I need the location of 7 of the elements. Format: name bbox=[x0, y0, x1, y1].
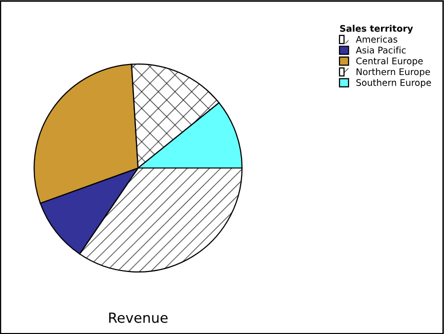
legend-label: Northern Europe bbox=[356, 68, 430, 77]
legend-label: Americas bbox=[356, 36, 398, 43]
legend-label: Asia Pacific bbox=[356, 46, 406, 54]
legend-label: Central Europe bbox=[356, 57, 423, 66]
legend-label: Southern Europe bbox=[356, 78, 431, 88]
text: Revenue bbox=[109, 312, 168, 323]
legend-title: Sales territory bbox=[340, 24, 413, 34]
